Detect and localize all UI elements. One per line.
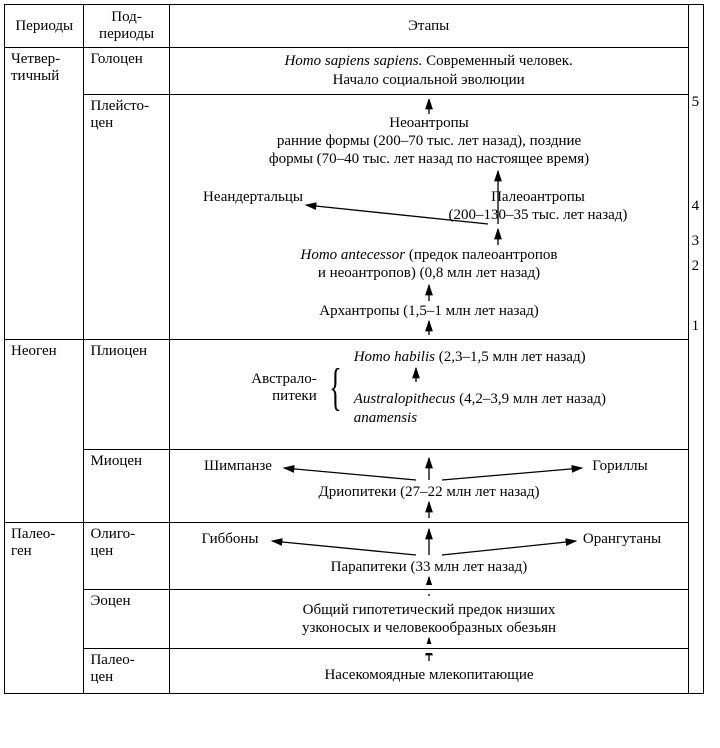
row-miocene: Миоцен Шимпанзе Гориллы Дриопитеки (27–2… (5, 449, 704, 522)
row-pliocene: Неоген Плиоцен Австрало- питеки { Homo h… (5, 339, 704, 449)
curly-brace-icon: { (329, 362, 341, 414)
margin-spacer-head (688, 5, 703, 48)
archanthropes-label: Архантропы (1,5–1 млн лет назад) (319, 303, 539, 319)
eocene-line2: узконосых и человекообразных обезьян (302, 620, 556, 636)
margin-lower (688, 339, 703, 693)
stage-eocene: Общий гипотетический предок низших узкон… (169, 589, 688, 648)
row-paleocene: Палео- цен Насекомоядные млекопитающие (5, 648, 704, 693)
anamensis-dates: (4,2–3,9 млн лет назад) (455, 391, 606, 407)
anamensis-label: Australopithecus anamensis (354, 390, 456, 428)
margin-5: 5 (692, 94, 700, 111)
pliocene-inner-arrow (354, 366, 604, 384)
oligocene-diagram: Гиббоны Орангутаны Парапитеки (33 млн ле… (178, 527, 680, 585)
header-stages: Этапы (169, 5, 688, 48)
stage-paleocene: Насекомоядные млекопитающие (169, 648, 688, 693)
row-pleistocene: Плейсто- цен Неоантропы ранние формы (20… (5, 94, 704, 339)
parapithecus-label: Парапитеки (33 млн лет назад) (330, 559, 527, 575)
row-holocene: Четвер- тичный Голоцен Homo sapiens sapi… (5, 48, 704, 95)
period-neogene: Неоген (5, 339, 84, 522)
subperiod-oligocene-label: Олиго- цен (90, 526, 135, 559)
eocene-line1: Общий гипотетический предок низших (302, 602, 555, 618)
subperiod-paleocene: Палео- цен (84, 648, 169, 693)
antecessor-line1: Homo antecessor (предок палеоантропов (299, 247, 557, 263)
holocene-homo-sapiens: Homo sapiens sapiens. (284, 53, 422, 69)
miocene-diagram: Шимпанзе Гориллы Дриопитеки (27–22 млн л… (178, 454, 680, 518)
header-periods: Периоды (5, 5, 84, 48)
neanderthals-label: Неандертальцы (203, 189, 303, 205)
subperiod-miocene: Миоцен (84, 449, 169, 522)
period-quaternary-label: Четвер- тичный (11, 51, 60, 84)
stage-oligocene: Гиббоны Орангутаны Парапитеки (33 млн ле… (169, 522, 688, 589)
subperiod-holocene: Голоцен (84, 48, 169, 95)
homo-habilis-label: Homo habilis (354, 349, 435, 365)
holocene-modern-human: Современный человек. (422, 53, 572, 69)
holocene-social-evolution: Начало социальной эволюции (178, 71, 680, 90)
chimp-label: Шимпанзе (204, 458, 272, 474)
subperiod-paleocene-label: Палео- цен (90, 652, 134, 685)
paleocene-diagram: Насекомоядные млекопитающие (178, 653, 680, 689)
antecessor-line2: и неоантропов) (0,8 млн лет назад) (317, 265, 539, 281)
neo-detail-2: формы (70–40 тыс. лет назад по настоящее… (268, 151, 588, 167)
subperiod-oligocene: Олиго- цен (84, 522, 169, 589)
gorilla-label: Гориллы (592, 458, 647, 474)
subperiod-pliocene: Плиоцен (84, 339, 169, 449)
row-eocene: Эоцен Общий гипотетический предок низших… (5, 589, 704, 648)
evolution-table: Периоды Под- периоды Этапы Четвер- тичны… (4, 4, 704, 694)
gibbon-label: Гиббоны (201, 531, 258, 547)
margin-quaternary: 5 4 3 2 1 (688, 48, 703, 340)
pleistocene-diagram: Неоантропы ранние формы (200–70 тыс. лет… (178, 99, 680, 335)
homo-habilis-dates: (2,3–1,5 млн лет назад) (435, 349, 586, 365)
header-subperiods-text: Под- периоды (99, 9, 154, 42)
neoanthropes-label: Неоантропы (389, 115, 469, 131)
subperiod-pleistocene: Плейсто- цен (84, 94, 169, 339)
stage-holocene: Homo sapiens sapiens. Современный челове… (169, 48, 688, 95)
header-subperiods: Под- периоды (84, 5, 169, 48)
paleo-detail: (200–130–35 тыс. лет назад) (448, 207, 627, 223)
margin-2: 2 (692, 258, 700, 275)
stage-pliocene: Австрало- питеки { Homo habilis (2,3–1,5… (169, 339, 688, 449)
stage-miocene: Шимпанзе Гориллы Дриопитеки (27–22 млн л… (169, 449, 688, 522)
period-paleogene-label: Палео- ген (11, 526, 55, 559)
paleocene-line1: Насекомоядные млекопитающие (324, 667, 533, 683)
eocene-diagram: Общий гипотетический предок низших узкон… (178, 594, 680, 644)
dryopithecus-label: Дриопитеки (27–22 млн лет назад) (318, 484, 539, 500)
header-row: Периоды Под- периоды Этапы (5, 5, 704, 48)
orang-label: Орангутаны (583, 531, 661, 547)
subperiod-pleistocene-label: Плейсто- цен (90, 98, 149, 131)
row-oligocene: Палео- ген Олиго- цен Гиббоны Орангутаны… (5, 522, 704, 589)
period-quaternary: Четвер- тичный (5, 48, 84, 340)
subperiod-eocene: Эоцен (84, 589, 169, 648)
neo-detail-1: ранние формы (200–70 тыс. лет назад), по… (276, 133, 581, 149)
margin-1: 1 (692, 318, 700, 335)
margin-3: 3 (692, 233, 700, 250)
paleoanthropes-label: Палеоантропы (491, 189, 585, 205)
australopithecus-label: Австрало- питеки (251, 371, 317, 405)
period-paleogene: Палео- ген (5, 522, 84, 693)
stage-pleistocene: Неоантропы ранние формы (200–70 тыс. лет… (169, 94, 688, 339)
margin-4: 4 (692, 198, 700, 215)
